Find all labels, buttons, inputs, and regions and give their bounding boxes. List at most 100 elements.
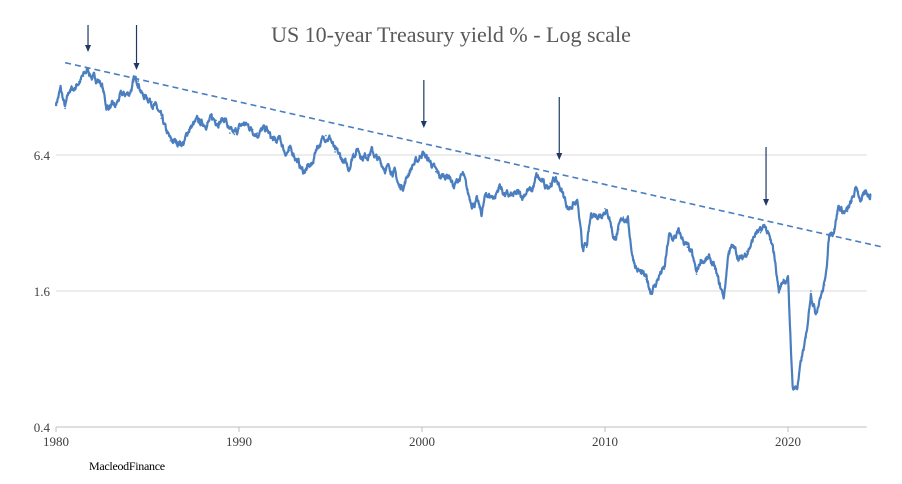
yield-point [627,219,629,221]
yield-point [498,184,501,187]
yield-point [810,290,812,292]
yield-point [297,162,300,164]
yield-point [531,190,533,193]
yield-point [636,268,638,270]
yield-point [787,278,789,281]
yield-point [398,186,400,189]
yield-point [672,238,675,241]
yield-point [512,195,515,198]
yield-point [764,225,766,227]
yield-point [380,162,382,164]
yield-point [869,193,872,195]
yield-point [87,68,89,71]
yield-point [325,134,327,137]
yield-point [549,182,551,185]
yield-point [357,148,359,150]
yield-point [82,75,85,77]
x-tick-label: 2010 [592,434,618,449]
yield-point [261,129,263,132]
yield-point [617,228,620,231]
yield-point [64,107,66,110]
yield-point [425,157,428,159]
yield-point [210,118,213,121]
yield-point [128,92,130,95]
chart-title: US 10-year Treasury yield % - Log scale [271,22,631,47]
yield-point [773,254,776,257]
yield-point [768,238,771,241]
yield-point [595,213,597,216]
yield-point [855,186,858,189]
y-tick-label: 6.4 [34,148,51,163]
yield-point [265,128,268,131]
yield-point [681,238,684,241]
yield-point [306,167,309,169]
yield-point [842,210,844,213]
yield-point [663,268,666,270]
yield-point [581,246,583,249]
yield-point [846,210,849,213]
yield-point [480,213,483,216]
yield-point [132,80,135,83]
yield-point [137,80,140,82]
yield-point [201,122,204,125]
yield-point [622,216,625,218]
yield-point [750,242,753,245]
arrow-head-icon [556,153,563,160]
yield-point [174,141,176,143]
yield-point [160,117,163,120]
yield-point [800,358,803,360]
yield-point [229,132,231,134]
yield-point [192,124,195,126]
yield-point [110,105,112,108]
yield-point [659,273,661,275]
yield-point [714,268,716,270]
yield-point [755,231,757,234]
yield-point [608,216,611,218]
yield-point [860,200,862,202]
x-tick-label: 2020 [775,434,801,449]
yield-point [155,107,158,110]
yield-point [457,178,460,181]
yield-point [206,121,208,124]
yield-point [604,207,606,210]
yield-point [311,163,314,166]
yield-point [348,167,350,169]
yield-point [224,117,227,120]
yield-point [691,254,693,257]
yield-point [274,141,277,143]
yield-point [68,89,71,91]
yield-point [526,188,529,191]
yield-point [576,202,579,205]
yield-point [736,254,739,257]
yield-point [558,184,561,187]
yield-point [814,310,817,313]
yield-point [485,193,487,195]
yield-point [832,228,835,231]
yield-point [183,142,185,145]
yield-point [105,105,108,108]
yield-point [334,151,336,153]
yield-point [471,202,474,205]
yield-point [778,290,780,292]
yield-point [759,231,762,234]
yield-point [412,163,414,166]
yield-point [677,231,679,234]
yield-point [123,94,126,96]
yield-point [55,102,57,105]
yield-point [78,80,80,83]
yield-point [585,246,588,249]
yield-point [320,141,323,143]
yield-point [796,386,798,389]
yield-point [572,202,574,205]
yield-point [375,157,378,159]
yield-point [366,154,368,156]
yield-point [439,176,442,179]
yield-point [494,195,497,198]
yield-point [700,258,702,261]
x-tick-label: 1990 [226,434,252,449]
yield-point [535,176,538,179]
yield-point [732,246,734,249]
yield-point [503,193,506,195]
yield-point [288,149,291,152]
